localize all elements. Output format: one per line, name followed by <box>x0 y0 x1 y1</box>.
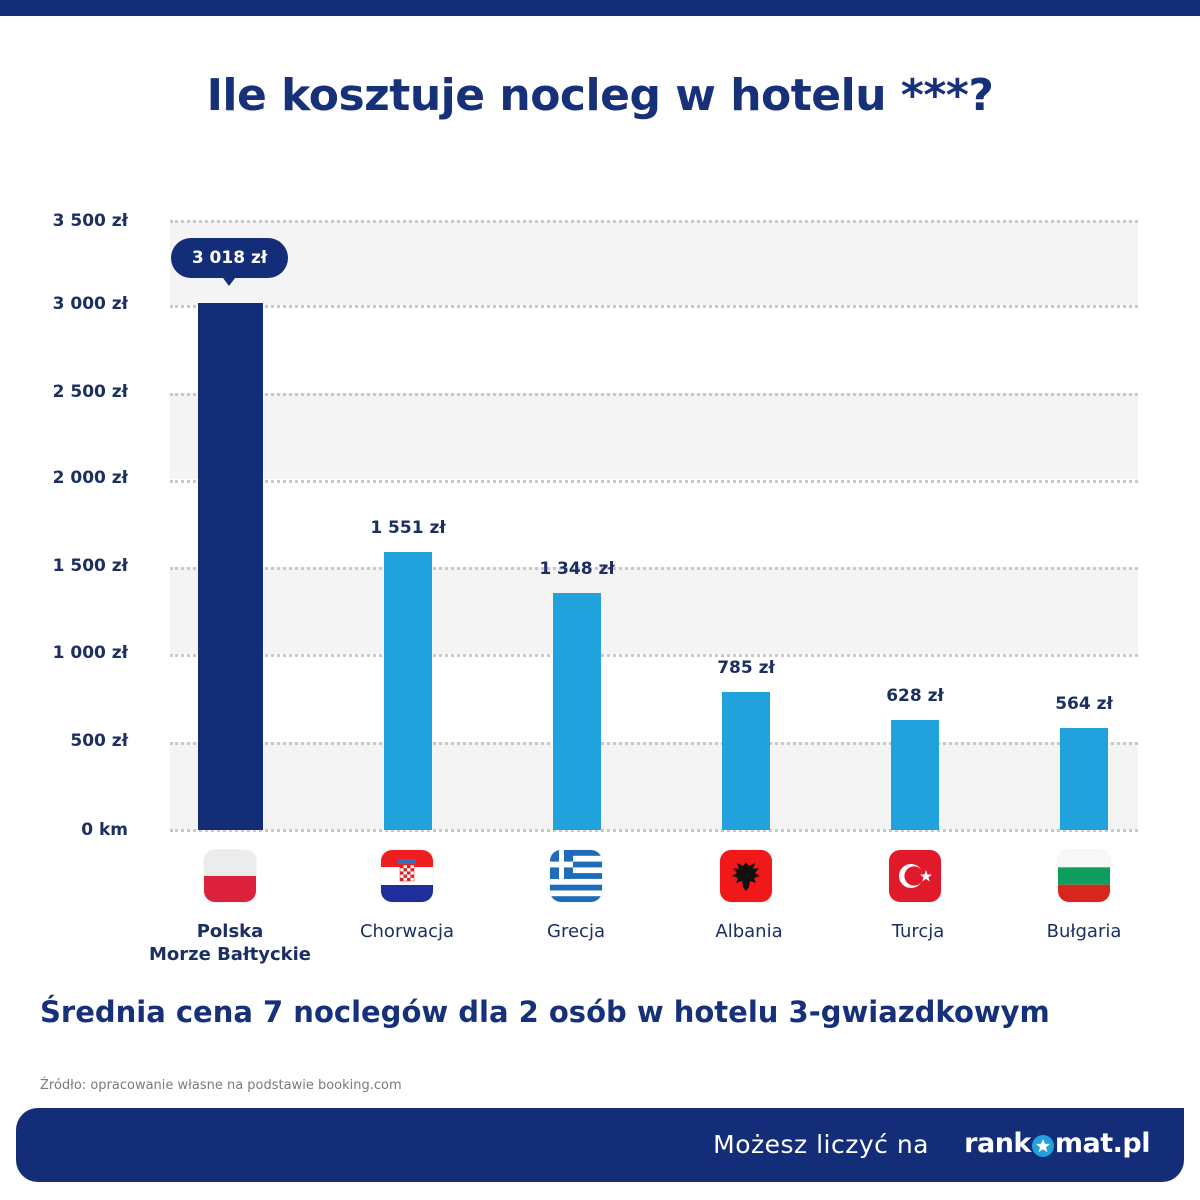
y-tick-label: 3 000 zł <box>52 294 128 314</box>
flag-turkey-icon <box>889 850 941 902</box>
country-label-turcja: Turcja <box>891 921 945 942</box>
y-tick-label: 2 500 zł <box>52 382 128 402</box>
gridline <box>170 480 1138 483</box>
footer-banner: Możesz liczyć na rank mat.pl <box>16 1108 1184 1182</box>
country-label-albania: Albania <box>715 921 783 942</box>
grid-band <box>170 393 1138 479</box>
country-label-chorwacja: Chorwacja <box>359 921 455 942</box>
bar-polska <box>198 303 263 830</box>
value-label: 1 348 zł <box>539 559 615 579</box>
value-label: 628 zł <box>886 686 944 706</box>
gridline <box>170 567 1138 570</box>
gridline <box>170 742 1138 745</box>
logo-text-end: mat.pl <box>1054 1128 1151 1159</box>
logo-star-icon <box>1031 1134 1054 1157</box>
y-tick-label: 3 500 zł <box>52 211 128 231</box>
flag-greece-icon <box>550 850 602 902</box>
source-note: Źródło: opracowanie własne na podstawie … <box>40 1078 402 1093</box>
country-label-polska: Polska Morze Bałtyckie <box>130 920 330 966</box>
gridline <box>170 393 1138 396</box>
gridline <box>170 654 1138 657</box>
flag-bulgaria-icon <box>1058 850 1110 902</box>
flag-croatia-icon <box>381 850 433 902</box>
y-tick-label: 2 000 zł <box>52 468 128 488</box>
bar-chorwacja <box>384 552 432 830</box>
chart-subtitle: Średnia cena 7 noclegów dla 2 osób w hot… <box>40 995 1050 1029</box>
country-label-bulgaria: Bułgaria <box>1046 921 1122 942</box>
value-bubble-polska: 3 018 zł <box>171 238 288 286</box>
flag-albania-icon <box>720 850 772 902</box>
country-subname: Morze Bałtyckie <box>148 944 311 965</box>
logo-text-start: rank <box>964 1128 1031 1159</box>
bar-bulgaria <box>1060 728 1108 830</box>
top-accent-bar <box>0 0 1200 16</box>
gridline <box>170 220 1138 223</box>
bar-albania <box>722 692 770 830</box>
flag-poland-icon <box>204 850 256 902</box>
bar-grecja <box>553 593 601 830</box>
grid-band <box>170 742 1138 830</box>
y-tick-label: 1 500 zł <box>52 556 128 576</box>
country-name: Polska <box>196 921 264 942</box>
value-label: 1 551 zł <box>370 518 446 538</box>
footer-tagline: Możesz liczyć na <box>713 1130 929 1159</box>
value-label: 564 zł <box>1055 694 1113 714</box>
value-label: 785 zł <box>717 658 775 678</box>
y-tick-label: 0 km <box>81 820 128 840</box>
country-label-grecja: Grecja <box>547 921 605 942</box>
gridline <box>170 305 1138 308</box>
rankomat-logo[interactable]: rank mat.pl <box>964 1128 1150 1159</box>
gridline <box>170 829 1138 832</box>
grid-band <box>170 567 1138 654</box>
grid-band <box>170 221 1138 305</box>
chart-title: Ile kosztuje nocleg w hotelu ***? <box>206 70 994 121</box>
y-tick-label: 500 zł <box>70 731 128 751</box>
bar-turcja <box>891 720 939 830</box>
y-tick-label: 1 000 zł <box>52 643 128 663</box>
